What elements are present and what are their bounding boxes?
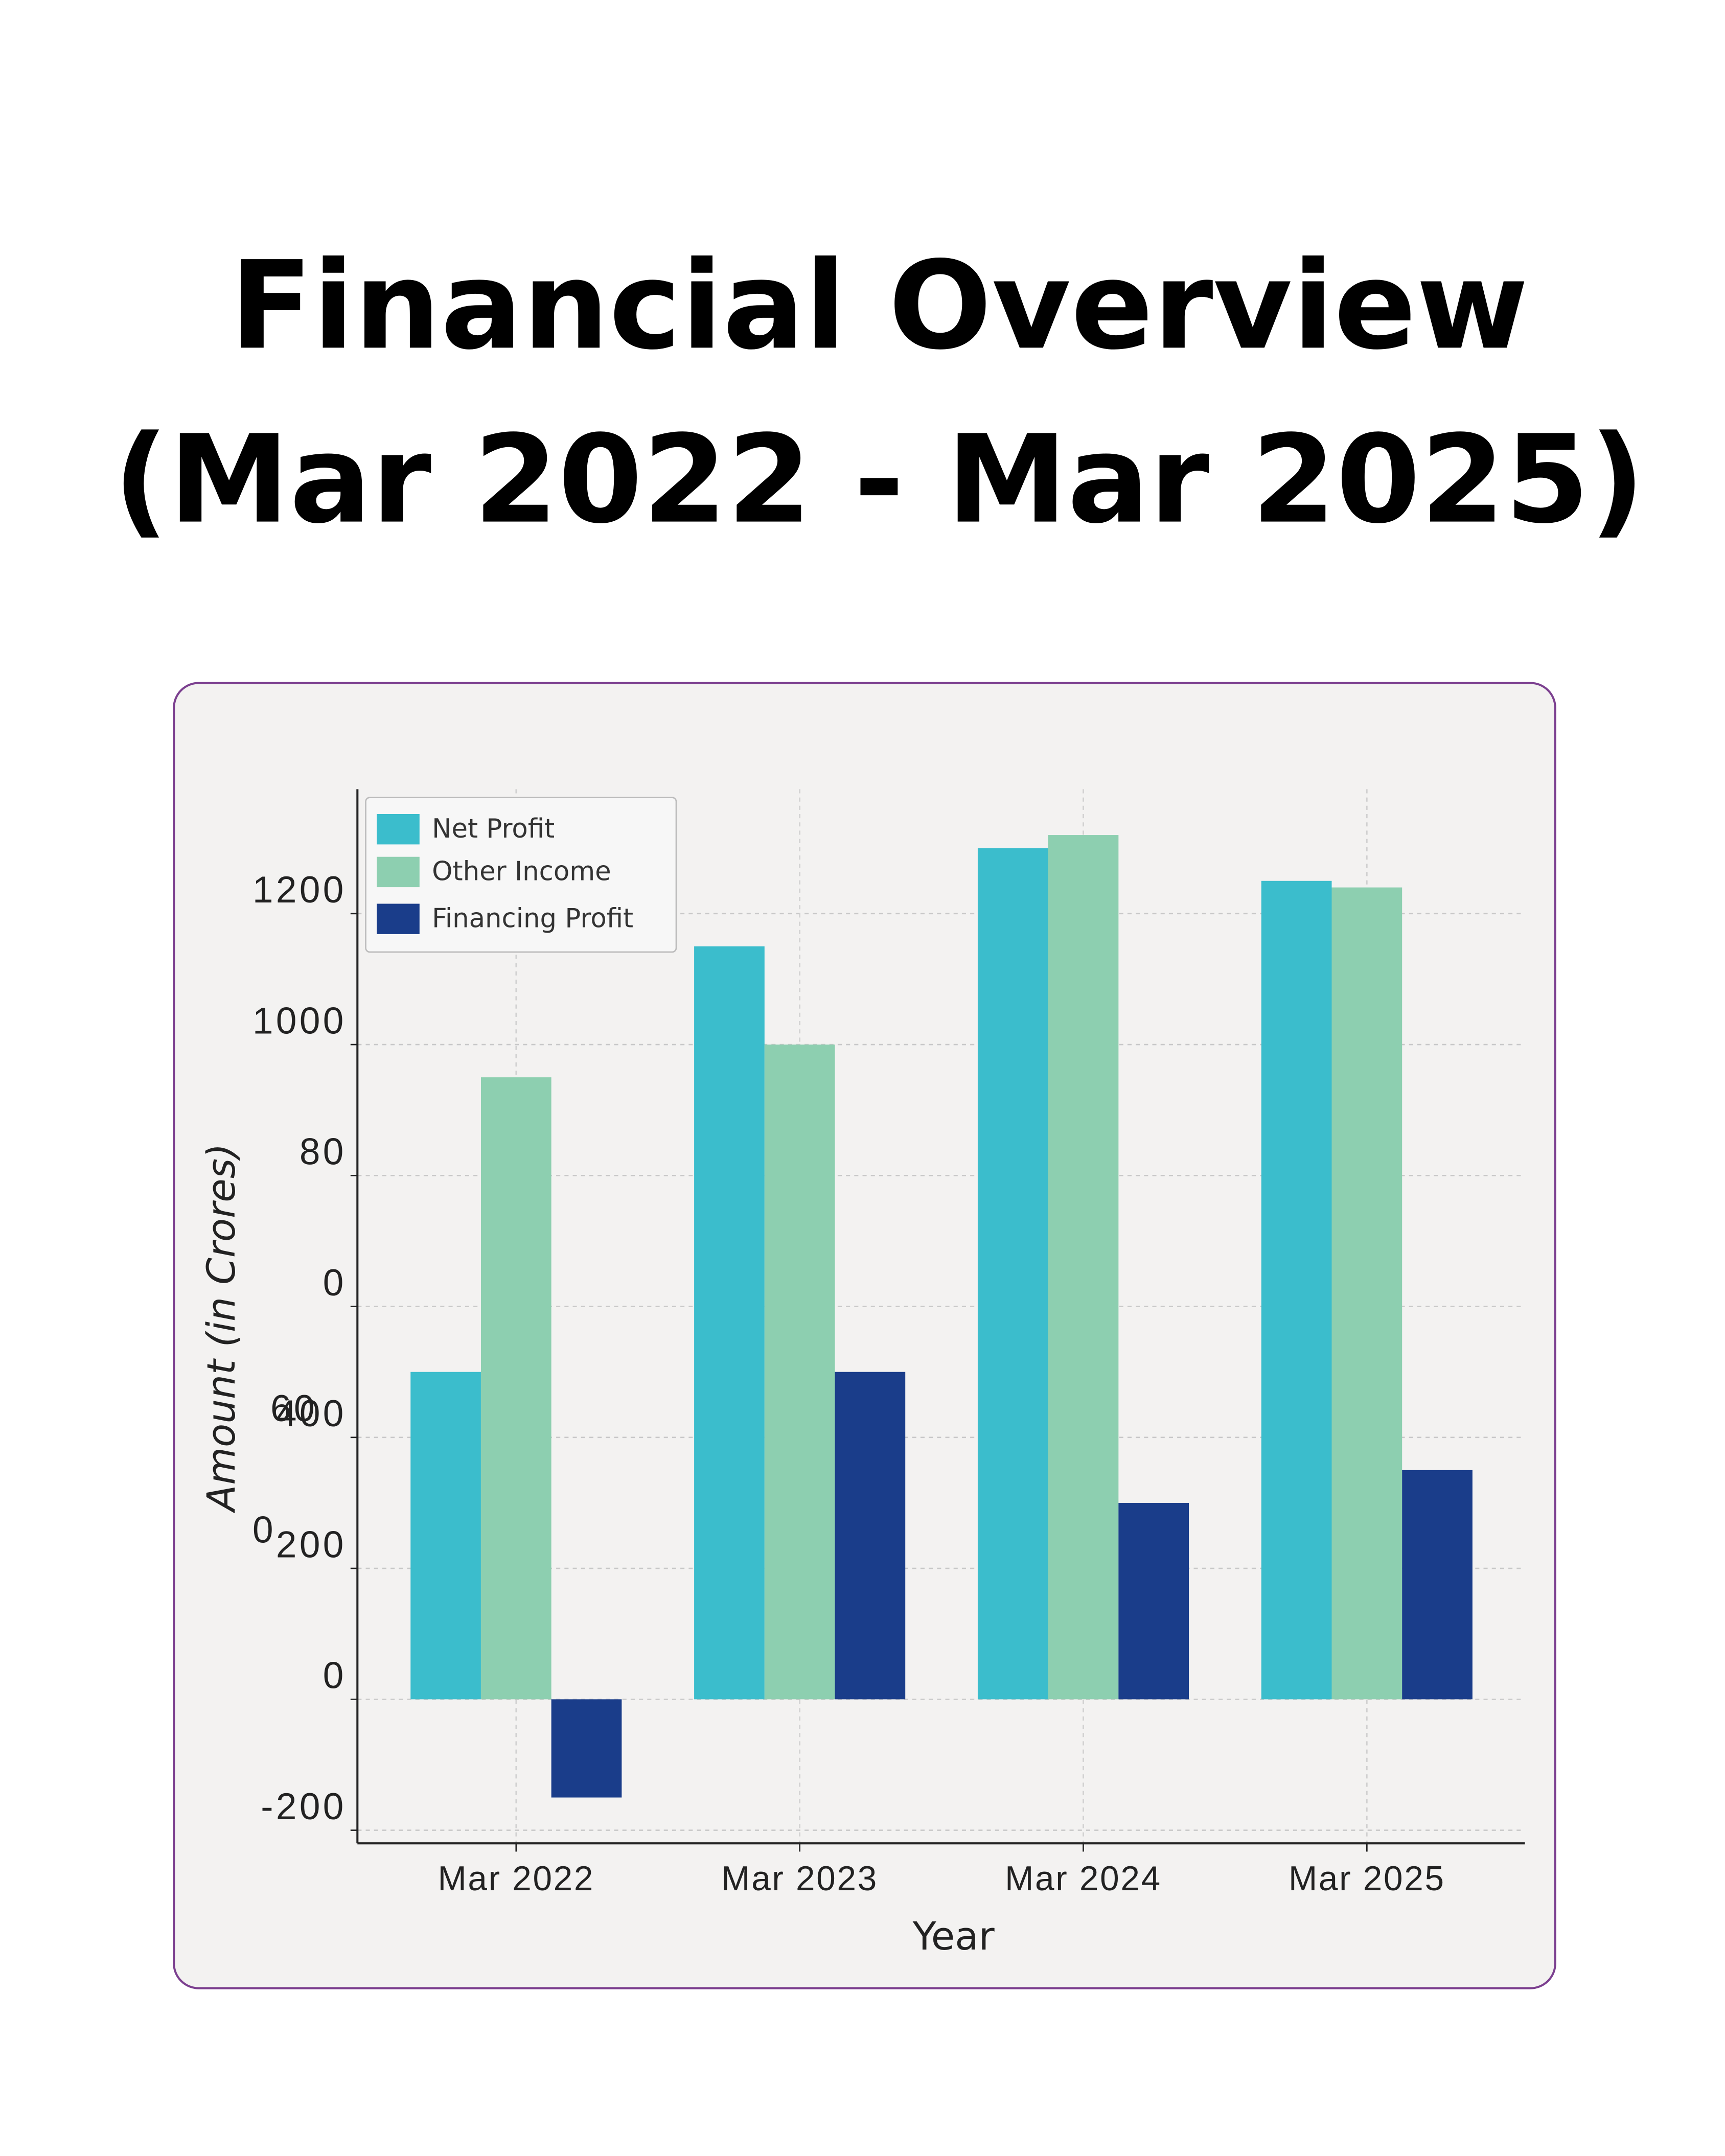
chart-title: Financial Overview bbox=[229, 235, 1528, 377]
bar bbox=[480, 1077, 551, 1700]
y-tick-label: -200 bbox=[261, 1786, 346, 1827]
bar bbox=[694, 946, 765, 1700]
legend-label: Other Income bbox=[432, 856, 611, 887]
y-tick-label: 1200 bbox=[252, 869, 347, 911]
legend-label: Financing Profit bbox=[432, 903, 633, 934]
stray-tick-label: 60 bbox=[270, 1388, 317, 1429]
bar bbox=[1331, 887, 1402, 1700]
bar bbox=[410, 1372, 481, 1700]
y-tick-label: 400 bbox=[276, 1393, 347, 1434]
stray-tick-label: 0 bbox=[252, 1510, 276, 1551]
legend-swatch bbox=[377, 903, 420, 934]
x-tick-label: Mar 2025 bbox=[1289, 1860, 1445, 1898]
bar bbox=[977, 848, 1048, 1700]
y-tick-label: 0 bbox=[323, 1262, 347, 1304]
x-tick-label: Mar 2024 bbox=[1005, 1860, 1162, 1898]
x-axis-label: Year bbox=[912, 1914, 995, 1959]
y-tick-label: 0 bbox=[323, 1655, 347, 1697]
chart-title: (Mar 2022 - Mar 2025) bbox=[113, 409, 1645, 551]
bar bbox=[835, 1372, 906, 1700]
legend-swatch bbox=[377, 856, 420, 888]
x-tick-label: Mar 2023 bbox=[721, 1860, 878, 1898]
y-tick-label: 80 bbox=[300, 1131, 347, 1173]
bar bbox=[1261, 880, 1332, 1700]
y-axis-label: Amount (in Crores) bbox=[199, 1143, 244, 1514]
bar bbox=[1118, 1502, 1189, 1700]
bar bbox=[764, 1045, 835, 1700]
bar bbox=[551, 1699, 622, 1798]
x-tick-label: Mar 2022 bbox=[438, 1860, 594, 1898]
y-tick-label: 1000 bbox=[252, 1000, 347, 1041]
bar bbox=[1048, 835, 1119, 1700]
legend-box bbox=[365, 797, 677, 953]
bar bbox=[1402, 1470, 1473, 1700]
legend-swatch bbox=[377, 814, 420, 845]
y-tick-label: 200 bbox=[276, 1524, 347, 1565]
legend-label: Net Profit bbox=[432, 814, 555, 844]
